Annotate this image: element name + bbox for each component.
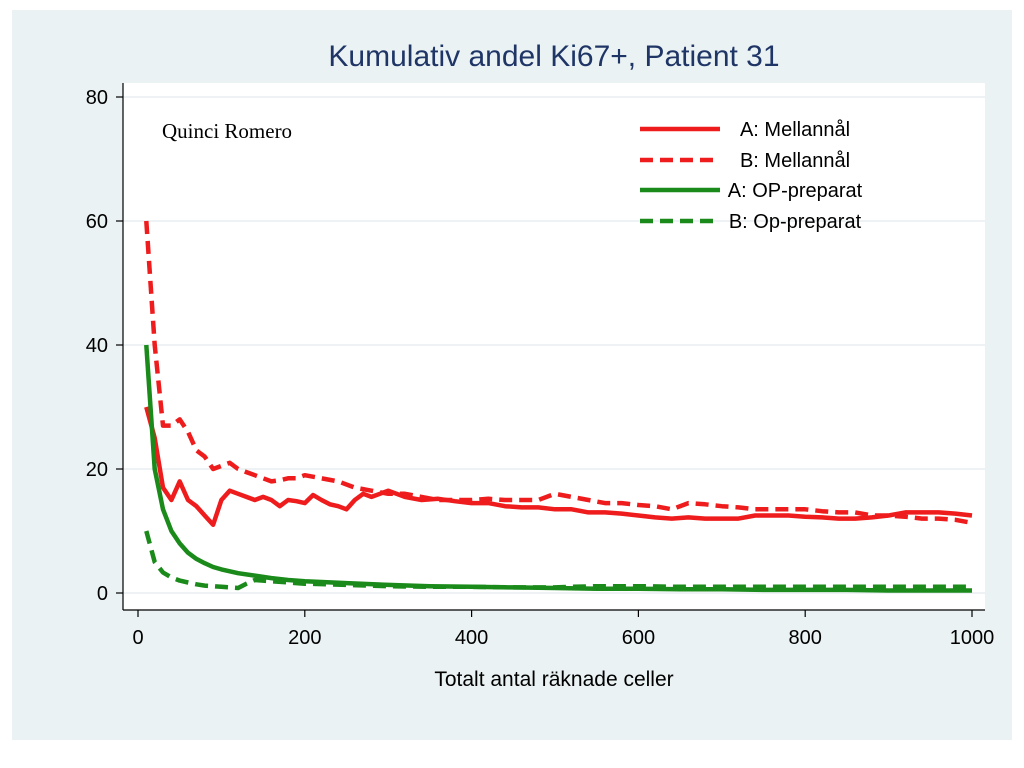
grid-layer	[123, 96, 985, 594]
x-tick-label-2: 400	[455, 627, 488, 649]
series-line-0	[144, 406, 973, 528]
x-tick-label-3: 600	[622, 627, 655, 649]
series-line-2	[144, 344, 972, 593]
legend: A: Mellannål B: Mellannål A: OP-preparat B:…	[640, 119, 863, 233]
legend-label-3: B: Op-preparat	[729, 211, 862, 233]
x-tick-label-1: 200	[288, 627, 321, 649]
series-layer	[144, 220, 973, 593]
x-tick-label-5: 1000	[950, 627, 995, 649]
legend-label-0: A: Mellannål	[740, 119, 850, 141]
x-axis-title: Totalt antal räknade celler	[434, 668, 673, 691]
y-tick-label-4: 80	[86, 87, 108, 109]
legend-label-1: B: Mellannål	[740, 150, 850, 172]
y-tick-label-1: 20	[86, 459, 108, 481]
chart-title: Kumulativ andel Ki67+, Patient 31	[328, 40, 779, 73]
plot-area	[123, 83, 985, 610]
x-tick-label-4: 800	[789, 627, 822, 649]
x-tick-label-0: 0	[132, 627, 143, 649]
annotation-text: Quinci Romero	[162, 119, 292, 143]
y-tick-label-3: 60	[86, 211, 108, 233]
y-tick-label-2: 40	[86, 335, 108, 357]
series-line-1	[144, 220, 973, 526]
y-tick-label-0: 0	[97, 583, 108, 605]
chart-frame: 0 20 40 60 80 0 200 400 600 800 1000 A: Mellannål B…	[12, 10, 1012, 740]
legend-label-2: A: OP-preparat	[728, 180, 863, 202]
